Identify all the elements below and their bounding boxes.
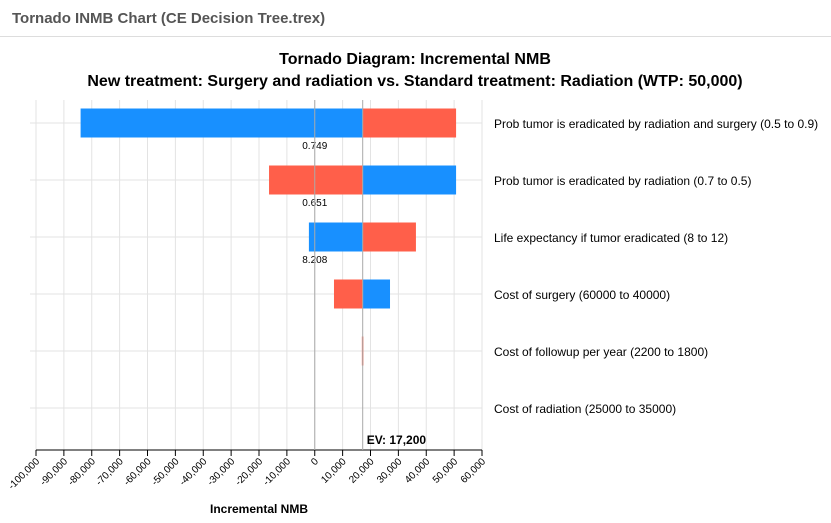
bar-low [362, 165, 457, 195]
x-tick-label: 30,000 [375, 456, 405, 486]
x-tick-label: -90,000 [38, 456, 70, 488]
bar-high [362, 108, 457, 138]
x-tick-label: 50,000 [431, 456, 461, 486]
bar-label: Prob tumor is eradicated by radiation (0… [494, 174, 751, 188]
bar-label: Life expectancy if tumor eradicated (8 t… [494, 231, 728, 245]
x-tick-label: -50,000 [150, 456, 182, 488]
x-tick-label: -20,000 [233, 456, 265, 488]
bar-label: Cost of radiation (25000 to 35000) [494, 402, 676, 416]
chart-title: Tornado Diagram: Incremental NMB [279, 51, 551, 68]
chart-subtitle: New treatment: Surgery and radiation vs.… [87, 73, 742, 90]
bar-high [333, 279, 363, 309]
bar-high [269, 165, 363, 195]
x-axis-label: Incremental NMB [210, 502, 308, 516]
x-tick-label: 40,000 [403, 456, 433, 486]
x-tick-label: -60,000 [122, 456, 154, 488]
bar-low [80, 108, 363, 138]
bar-high [362, 222, 416, 252]
x-tick-label: 10,000 [319, 456, 349, 486]
ev-label: EV: 17,200 [367, 433, 427, 447]
x-tick-label: 20,000 [347, 456, 377, 486]
x-tick-label: -100,000 [6, 456, 42, 492]
bar-low [308, 222, 363, 252]
x-tick-label: 60,000 [459, 456, 489, 486]
x-tick-label: -80,000 [66, 456, 98, 488]
x-tick-label: -30,000 [205, 456, 237, 488]
bar-label: Cost of followup per year (2200 to 1800) [494, 345, 708, 359]
bar-label: Prob tumor is eradicated by radiation an… [494, 117, 818, 131]
x-tick-label: -70,000 [94, 456, 126, 488]
bar-low [362, 279, 391, 309]
x-tick-label: -10,000 [261, 456, 293, 488]
x-tick-label: 0 [309, 456, 321, 468]
x-tick-label: -40,000 [178, 456, 210, 488]
window-title: Tornado INMB Chart (CE Decision Tree.tre… [0, 0, 831, 37]
bar-label: Cost of surgery (60000 to 40000) [494, 288, 670, 302]
